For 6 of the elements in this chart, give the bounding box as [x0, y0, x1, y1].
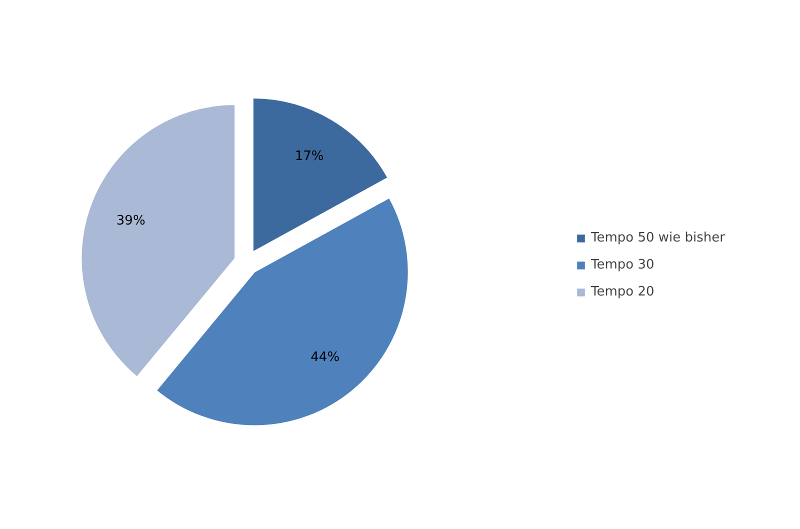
- data-label: 17%: [294, 149, 324, 164]
- legend-label: Tempo 50 wie bisher: [591, 230, 725, 245]
- data-label: 44%: [310, 350, 340, 365]
- legend-label: Tempo 20: [591, 284, 654, 299]
- data-label: 39%: [116, 213, 146, 228]
- legend-label: Tempo 30: [591, 257, 654, 272]
